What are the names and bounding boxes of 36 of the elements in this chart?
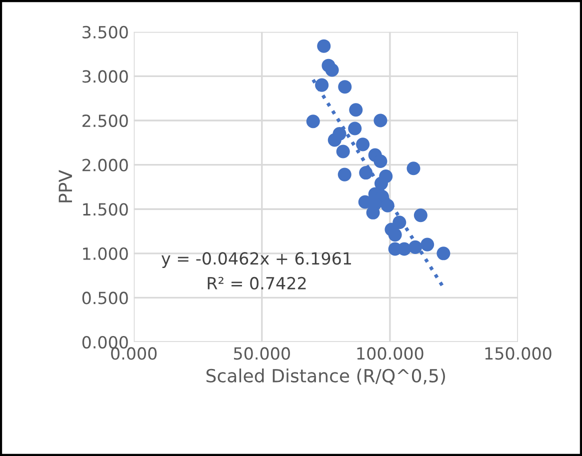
x-tick-label: 0.000	[111, 347, 157, 360]
point	[306, 114, 320, 128]
y-tick-label: 1.000	[83, 247, 128, 260]
x-tick-label: 100.000	[357, 347, 424, 360]
point	[336, 144, 350, 158]
point	[328, 133, 342, 147]
point	[356, 138, 370, 152]
annotation: R² = 0.7422	[208, 276, 306, 290]
point	[348, 122, 362, 136]
x-tick-label: 150.000	[485, 347, 552, 360]
point	[366, 206, 380, 220]
y-tick-label: 2.500	[82, 114, 128, 128]
x-tick-label: 50.000	[234, 347, 290, 360]
y-axis-title: PPV	[58, 170, 72, 202]
point	[388, 228, 402, 242]
point	[338, 168, 352, 182]
point	[414, 208, 428, 222]
point	[325, 63, 339, 77]
point	[317, 39, 331, 53]
point	[374, 154, 388, 168]
y-tick-label: 2.000	[82, 158, 128, 172]
y-tick-label: 3.500	[82, 26, 128, 38]
y-tick-label: 3.000	[82, 70, 128, 83]
point	[436, 246, 450, 260]
annotation: y = -0.0462x + 6.1961	[162, 252, 351, 268]
point	[338, 80, 352, 94]
y-tick-label: 1.500	[83, 203, 128, 216]
point	[406, 162, 420, 176]
point	[420, 238, 434, 252]
x-axis-title: Scaled Distance (R/Q^0,5)	[206, 368, 445, 385]
y-tick-label: 0.000	[82, 336, 128, 349]
point	[374, 114, 388, 128]
point	[359, 166, 373, 180]
point	[398, 242, 412, 256]
point	[349, 103, 363, 117]
y-tick-label: 0.500	[82, 292, 128, 304]
